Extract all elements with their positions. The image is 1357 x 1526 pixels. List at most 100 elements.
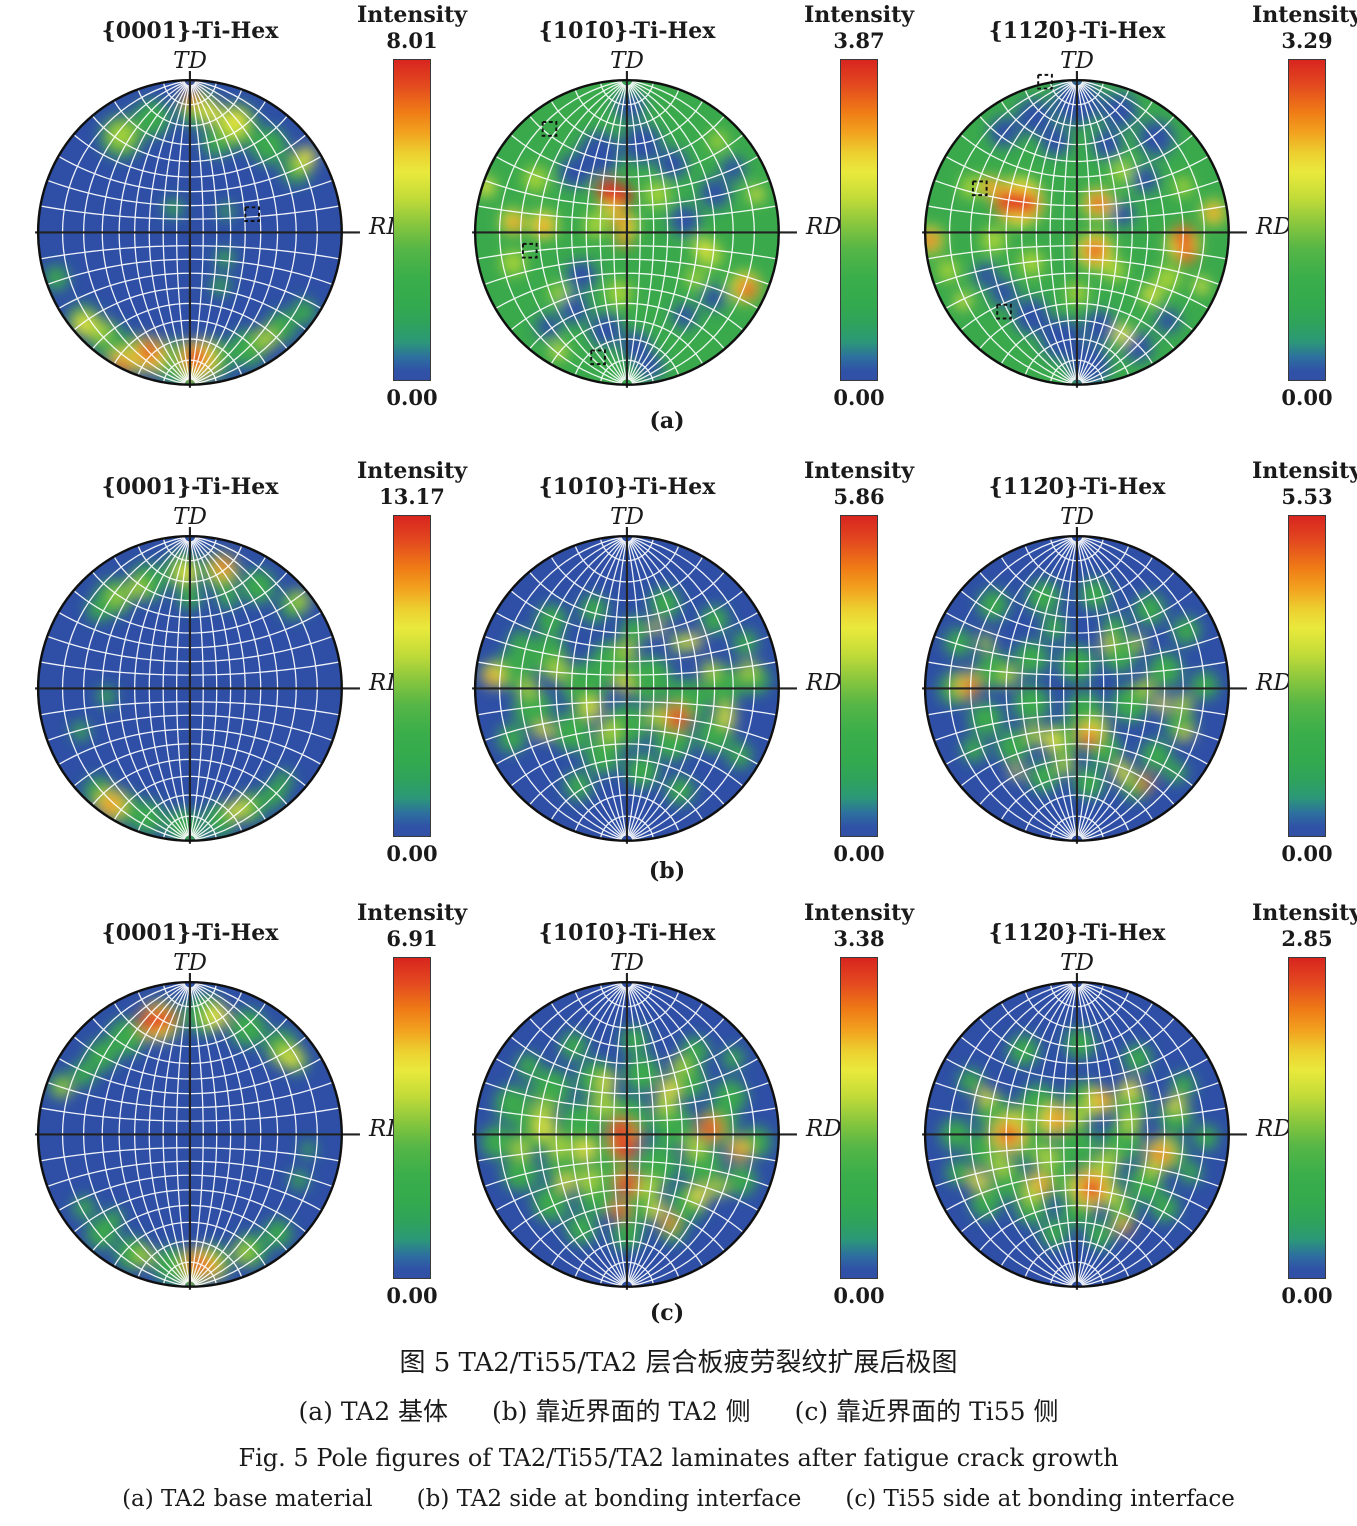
pole-figure-title: {112̄0}-Ti-Hex — [988, 474, 1166, 500]
caption-en-part-a: (a) TA2 base material — [122, 1486, 373, 1512]
colorbar-c1: Intensity 6.91 0.00 — [357, 900, 467, 1308]
td-axis-label: TD — [173, 950, 207, 976]
colorbar-b2: Intensity 5.86 0.00 — [804, 458, 914, 866]
colorbar-b3: Intensity 5.53 0.00 — [1252, 458, 1357, 866]
td-axis-label: TD — [1060, 504, 1094, 530]
colorbar-max-value: 3.87 — [833, 28, 885, 53]
colorbar-title: Intensity — [356, 900, 468, 926]
td-axis-label: TD — [610, 48, 644, 74]
td-axis-label: TD — [610, 950, 644, 976]
td-axis-label: TD — [173, 48, 207, 74]
pole-figure-panel-b3: {112̄0}-Ti-Hex TD RD — [916, 474, 1292, 874]
colorbar-c3: Intensity 2.85 0.00 — [1252, 900, 1357, 1308]
td-axis-label: TD — [610, 504, 644, 530]
caption-zh-title: 图 5 TA2/Ti55/TA2 层合板疲劳裂纹扩展后极图 — [399, 1348, 958, 1378]
pole-figure-title: {0001}-Ti-Hex — [101, 920, 279, 946]
colorbar-a1: Intensity 8.01 0.00 — [357, 2, 467, 410]
rd-axis-label: RD — [1256, 670, 1292, 696]
colorbar-title: Intensity — [803, 900, 915, 926]
pole-figure-title: {101̄0}-Ti-Hex — [538, 18, 716, 44]
pole-figure-title: {112̄0}-Ti-Hex — [988, 920, 1166, 946]
caption-en-part-c: (c) Ti55 side at bonding interface — [845, 1486, 1235, 1512]
colorbar-a2: Intensity 3.87 0.00 — [804, 2, 914, 410]
pole-figure-panel-a2: {101̄0}-Ti-Hex TD RD — [466, 18, 842, 418]
pole-figure-panel-c3: {112̄0}-Ti-Hex TD RD — [916, 920, 1292, 1320]
colorbar-min-value: 0.00 — [1281, 1283, 1333, 1308]
pole-figure-panel-c1: {0001}-Ti-Hex TD RD — [29, 920, 405, 1320]
rd-axis-label: RD — [1256, 1116, 1292, 1142]
colorbar-gradient — [840, 957, 878, 1279]
rd-axis-label: RD — [806, 1116, 842, 1142]
pole-figure-plot — [922, 527, 1247, 844]
colorbar-gradient — [393, 515, 431, 837]
caption-zh-part-c: (c) 靠近界面的 Ti55 侧 — [794, 1397, 1059, 1426]
colorbar-gradient — [1288, 957, 1326, 1279]
colorbar-max-value: 13.17 — [379, 484, 445, 509]
colorbar-max-value: 2.85 — [1281, 926, 1333, 951]
td-axis-label: TD — [1060, 48, 1094, 74]
pole-figure-plot — [35, 527, 360, 844]
colorbar-gradient — [1288, 515, 1326, 837]
caption-zh-part-a: (a) TA2 基体 — [298, 1397, 449, 1426]
colorbar-min-value: 0.00 — [833, 385, 885, 410]
colorbar-max-value: 5.53 — [1281, 484, 1333, 509]
colorbar-min-value: 0.00 — [386, 385, 438, 410]
pole-figure-title: {101̄0}-Ti-Hex — [538, 920, 716, 946]
rd-axis-label: RD — [1256, 214, 1292, 240]
caption-zh-subtitle: (a) TA2 基体 (b) 靠近界面的 TA2 侧 (c) 靠近界面的 Ti55 … — [0, 1392, 1357, 1428]
caption-zh-part-b: (b) 靠近界面的 TA2 侧 — [492, 1397, 751, 1426]
colorbar-max-value: 3.29 — [1281, 28, 1333, 53]
colorbar-title: Intensity — [356, 458, 468, 484]
colorbar-gradient — [393, 59, 431, 381]
caption-en-part-b: (b) TA2 side at bonding interface — [416, 1486, 802, 1512]
pole-figure-plot — [472, 527, 797, 844]
colorbar-gradient — [840, 515, 878, 837]
colorbar-max-value: 8.01 — [386, 28, 438, 53]
colorbar-max-value: 3.38 — [833, 926, 885, 951]
pole-figure-plot — [922, 71, 1247, 388]
pole-figure-title: {101̄0}-Ti-Hex — [538, 474, 716, 500]
row-label-a: (a) — [649, 408, 685, 434]
pole-figure-panel-b1: {0001}-Ti-Hex TD RD — [29, 474, 405, 874]
row-label-b: (b) — [648, 858, 686, 884]
pole-figure-title: {112̄0}-Ti-Hex — [988, 18, 1166, 44]
colorbar-b1: Intensity 13.17 0.00 — [357, 458, 467, 866]
colorbar-title: Intensity — [1251, 2, 1357, 28]
pole-figure-plot — [472, 71, 797, 388]
colorbar-min-value: 0.00 — [1281, 385, 1333, 410]
pole-figure-title: {0001}-Ti-Hex — [101, 18, 279, 44]
colorbar-gradient — [393, 957, 431, 1279]
colorbar-title: Intensity — [803, 458, 915, 484]
pole-figure-title: {0001}-Ti-Hex — [101, 474, 279, 500]
colorbar-gradient — [840, 59, 878, 381]
pole-figure-panel-c2: {101̄0}-Ti-Hex TD RD — [466, 920, 842, 1320]
pole-figure-plot — [472, 973, 797, 1290]
colorbar-min-value: 0.00 — [386, 1283, 438, 1308]
colorbar-title: Intensity — [1251, 458, 1357, 484]
caption-en-subtitle: (a) TA2 base material (b) TA2 side at bon… — [0, 1486, 1357, 1512]
pole-figure-plot — [922, 973, 1247, 1290]
colorbar-a3: Intensity 3.29 0.00 — [1252, 2, 1357, 410]
colorbar-min-value: 0.00 — [1281, 841, 1333, 866]
colorbar-max-value: 6.91 — [386, 926, 438, 951]
colorbar-min-value: 0.00 — [386, 841, 438, 866]
pole-figure-panel-a3: {112̄0}-Ti-Hex TD RD — [916, 18, 1292, 418]
colorbar-title: Intensity — [356, 2, 468, 28]
colorbar-title: Intensity — [1251, 900, 1357, 926]
rd-axis-label: RD — [806, 670, 842, 696]
colorbar-min-value: 0.00 — [833, 1283, 885, 1308]
pole-figure-panel-a1: {0001}-Ti-Hex TD RD — [29, 18, 405, 418]
pole-figure-panel-b2: {101̄0}-Ti-Hex TD RD — [466, 474, 842, 874]
rd-axis-label: RD — [806, 214, 842, 240]
row-label-c: (c) — [649, 1300, 685, 1326]
caption-en-title: Fig. 5 Pole figures of TA2/Ti55/TA2 lami… — [238, 1444, 1119, 1472]
pole-figure-plot — [35, 71, 360, 388]
colorbar-max-value: 5.86 — [833, 484, 885, 509]
td-axis-label: TD — [1060, 950, 1094, 976]
pole-figure-plot — [35, 973, 360, 1290]
colorbar-gradient — [1288, 59, 1326, 381]
td-axis-label: TD — [173, 504, 207, 530]
colorbar-min-value: 0.00 — [833, 841, 885, 866]
colorbar-title: Intensity — [803, 2, 915, 28]
